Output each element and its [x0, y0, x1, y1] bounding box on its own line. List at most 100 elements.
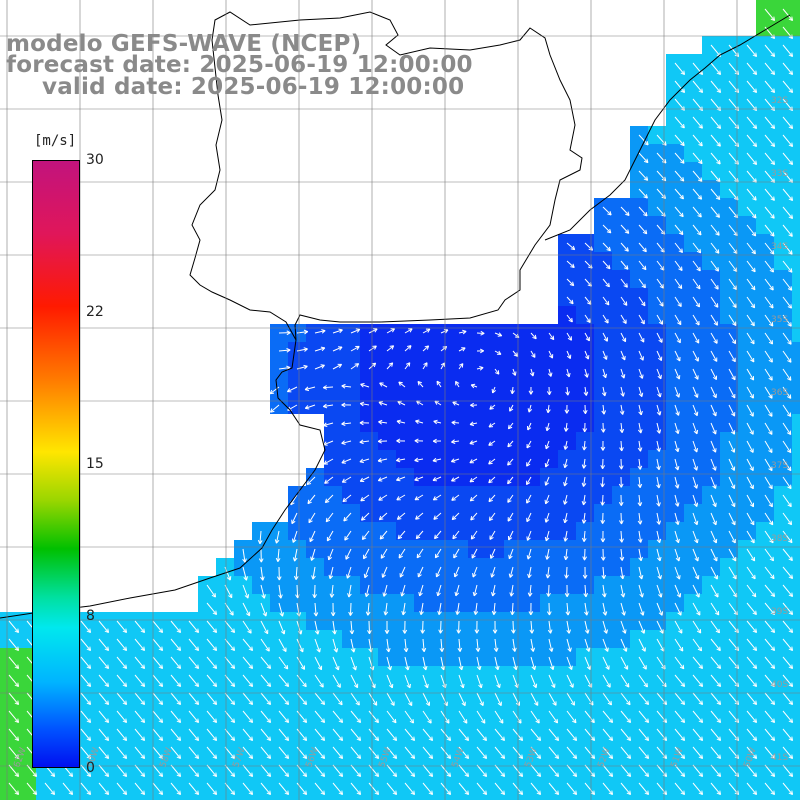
wind-arrow — [656, 494, 660, 507]
wind-arrow — [746, 386, 754, 399]
wind-arrow-head — [161, 628, 164, 633]
wind-arrow-head — [770, 216, 775, 219]
field-cell — [756, 792, 774, 800]
wind-arrow — [314, 364, 325, 370]
wind-arrow — [746, 602, 757, 615]
wind-arrow-head — [626, 738, 631, 742]
wind-arrow — [292, 530, 298, 543]
wind-arrow-head — [545, 426, 548, 431]
wind-arrow-head — [212, 630, 217, 634]
wind-arrow — [530, 746, 541, 759]
wind-arrow — [397, 512, 406, 520]
wind-arrow — [584, 746, 595, 759]
wind-arrow-head — [581, 519, 585, 524]
wind-arrow — [242, 656, 253, 669]
wind-arrow — [638, 134, 649, 146]
wind-arrow-head — [733, 594, 738, 598]
wind-arrow — [710, 278, 719, 290]
wind-arrow-head — [311, 557, 315, 561]
wind-arrow-head — [608, 264, 611, 269]
wind-arrow-head — [443, 665, 446, 671]
wind-arrow-head — [396, 460, 401, 463]
wind-arrow-head — [737, 772, 740, 777]
wind-arrow — [584, 638, 590, 652]
wind-arrow — [404, 782, 415, 795]
field-cell — [792, 666, 800, 684]
wind-arrow-head — [260, 558, 264, 563]
wind-arrow-head — [664, 176, 667, 181]
wind-arrow-head — [302, 720, 307, 724]
wind-arrow-head — [554, 774, 559, 778]
wind-arrow-head — [539, 772, 542, 777]
wind-arrow — [360, 402, 370, 406]
wind-arrow — [782, 602, 793, 615]
wind-arrow-head — [438, 611, 442, 615]
wind-arrow-head — [482, 774, 487, 778]
wind-arrow-head — [197, 700, 200, 705]
wind-arrow-head — [179, 718, 182, 723]
wind-arrow-head — [269, 664, 272, 669]
wind-arrow-head — [622, 392, 625, 397]
wind-arrow-head — [581, 464, 585, 469]
wind-arrow — [404, 674, 411, 689]
wind-arrow-head — [770, 774, 775, 778]
wind-arrow — [170, 782, 181, 795]
wind-arrow — [439, 620, 442, 634]
wind-arrow-head — [420, 629, 423, 634]
wind-arrow — [620, 278, 628, 288]
wind-arrow-head — [161, 736, 164, 741]
wind-arrow — [278, 692, 289, 705]
wind-arrow-head — [770, 162, 775, 166]
field-cell — [486, 792, 504, 800]
wind-arrow-head — [712, 395, 717, 399]
wind-arrow-head — [50, 792, 55, 796]
wind-arrow — [224, 602, 234, 616]
wind-arrow-head — [510, 610, 513, 615]
wind-arrow-head — [368, 648, 372, 653]
wind-arrow — [656, 656, 666, 670]
wind-arrow-head — [755, 790, 758, 795]
wind-arrow-head — [89, 772, 92, 777]
wind-arrow — [674, 278, 683, 289]
wind-arrow — [402, 602, 406, 615]
wind-arrow-head — [772, 214, 775, 219]
wind-arrow-head — [461, 702, 466, 707]
wind-arrow — [116, 746, 127, 759]
wind-arrow — [692, 188, 702, 200]
field-cell — [450, 792, 468, 800]
wind-arrow-head — [304, 331, 309, 335]
wind-arrow-head — [377, 458, 382, 462]
wind-arrow-head — [488, 481, 493, 484]
wind-arrow-head — [341, 385, 346, 389]
wind-arrow-head — [755, 754, 758, 759]
wind-arrow-head — [246, 576, 248, 581]
wind-arrow-head — [602, 556, 606, 561]
wind-arrow-head — [750, 359, 755, 363]
wind-arrow — [116, 620, 127, 633]
wind-arrow-head — [359, 403, 364, 407]
wind-arrow — [404, 656, 409, 671]
wind-arrow-head — [768, 468, 773, 472]
wind-arrow-head — [563, 500, 566, 505]
wind-arrow-head — [320, 702, 325, 706]
wind-arrow-head — [730, 431, 735, 435]
wind-arrow — [638, 710, 649, 723]
wind-arrow-head — [627, 229, 630, 234]
wind-arrow-head — [637, 447, 641, 452]
wind-arrow — [415, 530, 424, 539]
wind-arrow — [692, 476, 698, 489]
wind-arrow — [620, 710, 631, 723]
wind-arrow-head — [107, 682, 110, 687]
wind-arrow — [710, 314, 718, 326]
wind-arrow — [764, 674, 775, 687]
wind-arrow — [368, 710, 379, 723]
wind-arrow-head — [642, 267, 647, 271]
wind-arrow-head — [661, 196, 666, 199]
wind-arrow-head — [248, 648, 253, 652]
wind-arrow-head — [433, 517, 438, 520]
wind-arrow-head — [719, 718, 722, 723]
wind-arrow-head — [788, 576, 793, 580]
wind-arrow-head — [677, 502, 680, 507]
field-cell — [792, 0, 800, 18]
wind-arrow-head — [682, 664, 685, 669]
